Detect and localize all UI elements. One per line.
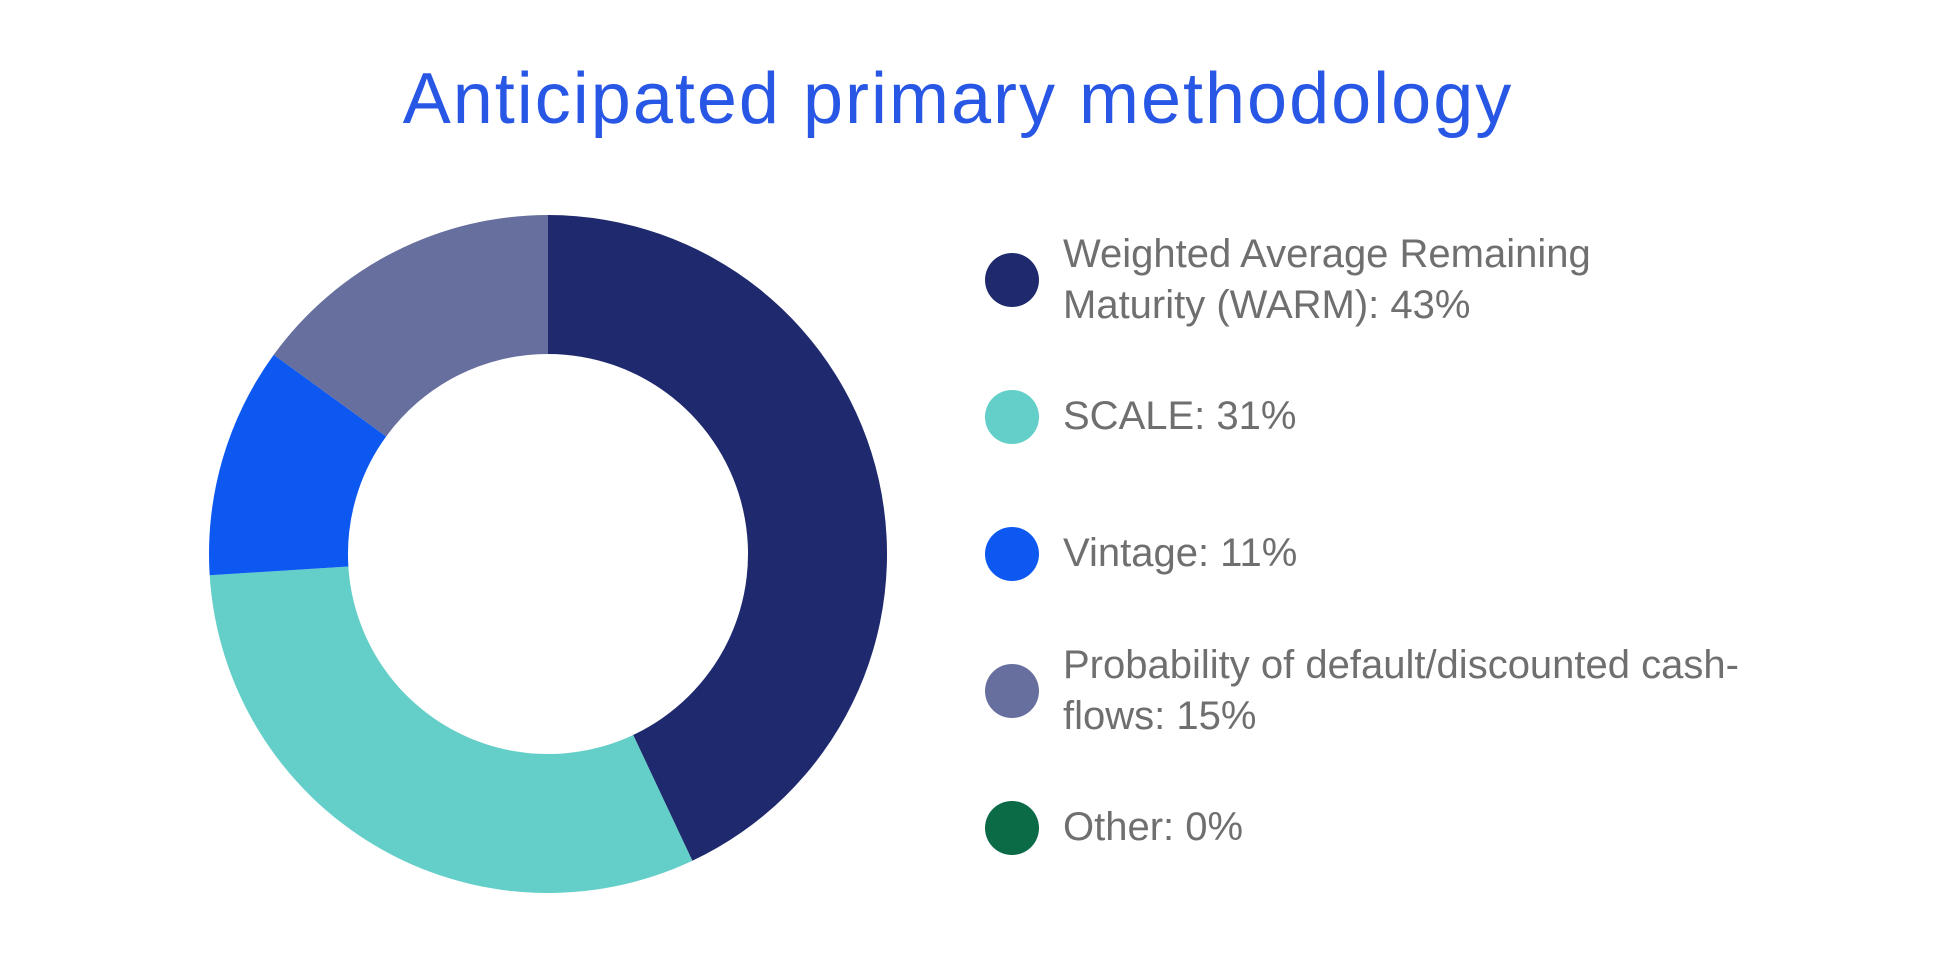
legend-vintage-dot-icon <box>985 526 1039 581</box>
donut-slice-vintage <box>209 354 387 576</box>
legend-item-label: Vintage: 11% <box>1063 531 1298 576</box>
legend-item-scale: SCALE: 31% <box>985 348 1755 485</box>
chart-legend: Weighted Average Remaining Maturity (WAR… <box>985 211 1755 896</box>
legend-scale-dot-icon <box>985 389 1039 444</box>
legend-item-label: Other: 0% <box>1063 805 1244 850</box>
legend-other-dot-icon <box>985 800 1039 855</box>
legend-item-label: Probability of default/discounted cash-f… <box>1063 642 1739 738</box>
legend-item-vintage: Vintage: 11% <box>985 485 1755 622</box>
legend-item-other: Other: 0% <box>985 759 1755 896</box>
legend-warm-dot-icon <box>985 252 1039 307</box>
legend-item-label: Weighted Average Remaining Maturity (WAR… <box>1063 231 1591 327</box>
donut-slice-scale <box>209 566 693 893</box>
legend-item-probability-default: Probability of default/discounted cash-f… <box>985 622 1755 759</box>
legend-item-label: SCALE: 31% <box>1063 394 1297 439</box>
legend-probability-default-dot-icon <box>985 663 1039 718</box>
donut-chart <box>209 215 887 893</box>
donut-slice-weighted-average-remaining-maturity-warm <box>548 215 887 861</box>
chart-title: Anticipated primary methodology <box>402 59 1514 139</box>
donut-slice-probability-of-default-discounted-cash-flows <box>273 215 548 437</box>
legend-item-warm: Weighted Average Remaining Maturity (WAR… <box>985 211 1755 348</box>
